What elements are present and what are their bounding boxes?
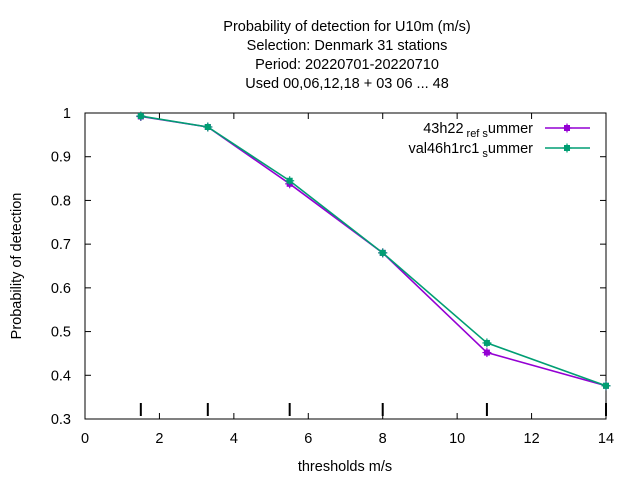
title-line: Selection: Denmark 31 stations — [247, 38, 448, 54]
chart-title: Probability of detection for U10m (m/s) S… — [223, 19, 470, 92]
legend-entry-label: val46h1rc1 summer — [408, 141, 533, 160]
y-tick-label: 0.3 — [51, 412, 71, 428]
legend-marker — [562, 143, 572, 153]
series-point — [203, 122, 213, 132]
y-axis-ticks: 0.3 0.4 0.5 0.6 0.7 0.8 0.9 1 — [51, 106, 606, 428]
x-axis-ticks: 0 2 4 6 8 10 12 14 — [81, 113, 614, 447]
y-tick-label: 0.9 — [51, 150, 71, 166]
x-tick-label: 12 — [524, 431, 540, 447]
series-point — [601, 381, 611, 391]
y-tick-label: 0.6 — [51, 281, 71, 297]
series-lines — [136, 111, 611, 391]
plot-frame — [84, 112, 607, 420]
series-line — [140, 115, 607, 387]
y-tick-label: 0.7 — [51, 237, 71, 253]
x-tick-label: 6 — [304, 431, 312, 447]
y-tick-label: 0.5 — [51, 325, 71, 341]
x-tick-label: 10 — [449, 431, 465, 447]
legend-marker — [562, 123, 572, 133]
x-axis-label: thresholds m/s — [298, 459, 392, 475]
series-line — [140, 115, 607, 387]
title-line: Period: 20220701-20220710 — [255, 57, 439, 73]
y-axis-label: Probability of detection — [9, 193, 25, 340]
legend-entry-label: 43h22 ref summer — [423, 121, 533, 140]
series-point — [482, 348, 492, 358]
series-point — [482, 338, 492, 348]
plot-border — [84, 112, 607, 420]
series-point — [378, 248, 388, 258]
threshold-marks — [139, 403, 607, 416]
y-tick-label: 0.4 — [51, 368, 71, 384]
x-tick-label: 2 — [155, 431, 163, 447]
x-tick-label: 14 — [598, 431, 614, 447]
x-tick-label: 8 — [379, 431, 387, 447]
x-tick-label: 4 — [230, 431, 238, 447]
title-line: Probability of detection for U10m (m/s) — [223, 19, 470, 35]
x-tick-label: 0 — [81, 431, 89, 447]
series-point — [285, 176, 295, 186]
y-tick-label: 1 — [63, 106, 71, 122]
y-tick-label: 0.8 — [51, 193, 71, 209]
title-line: Used 00,06,12,18 + 03 06 ... 48 — [245, 76, 449, 92]
series-point — [136, 111, 146, 121]
